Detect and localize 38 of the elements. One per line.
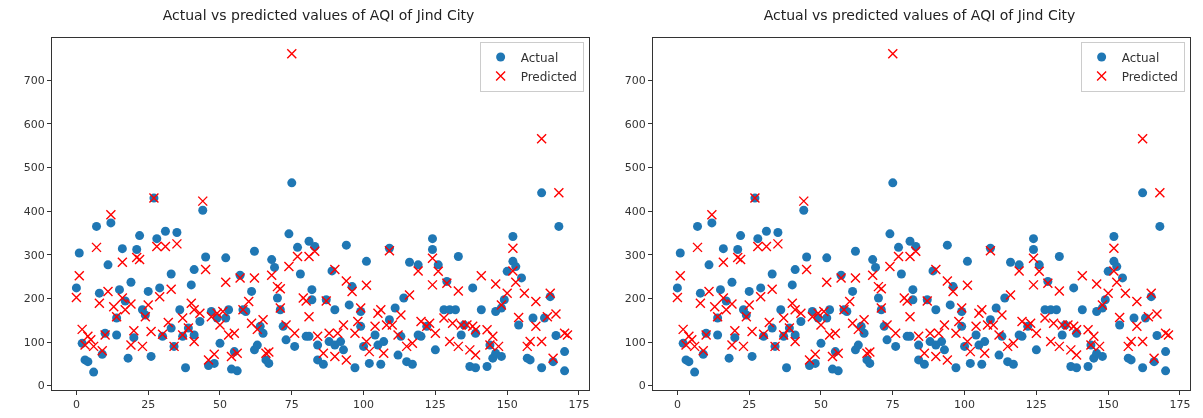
y-tick-label: 600 [23, 117, 45, 131]
y-tick-label: 100 [23, 335, 45, 349]
x-tick-label: 75 [284, 398, 299, 412]
y-tick-label: 500 [23, 161, 45, 175]
x-tick-label: 100 [954, 398, 976, 412]
chart-title: Actual vs predicted values of AQI of Jind City [162, 7, 475, 24]
y-tick-label: 600 [624, 117, 646, 131]
x-tick-label: 125 [1025, 398, 1047, 412]
y-tick-label: 700 [624, 74, 646, 88]
y-tick-label: 500 [624, 161, 646, 175]
x-tick-label: 100 [353, 398, 375, 412]
y-tick-label: 100 [624, 335, 646, 349]
x-tick-label: 75 [885, 398, 900, 412]
x-tick-label: 0 [72, 398, 80, 412]
x-tick-label: 150 [1097, 398, 1119, 412]
y-tick-label: 0 [37, 379, 45, 393]
x-tick-label: 175 [568, 398, 590, 412]
y-tick-label: 200 [23, 292, 45, 306]
x-tick-label: 50 [212, 398, 227, 412]
chart-title: Actual vs predicted values of AQI of Jind City [763, 7, 1076, 24]
legend-label: Predicted [1121, 69, 1178, 84]
y-tick-label: 0 [638, 379, 646, 393]
legend-label: Actual [1121, 50, 1160, 65]
legend-label: Actual [520, 50, 559, 65]
x-tick-label: 175 [1169, 398, 1191, 412]
x-tick-label: 25 [141, 398, 156, 412]
x-tick-label: 150 [496, 398, 518, 412]
y-tick-label: 200 [624, 292, 646, 306]
y-tick-label: 700 [23, 74, 45, 88]
x-tick-label: 125 [424, 398, 446, 412]
y-tick-label: 300 [23, 248, 45, 262]
x-tick-label: 0 [673, 398, 681, 412]
y-tick-label: 400 [624, 205, 646, 219]
x-tick-label: 25 [742, 398, 757, 412]
y-tick-label: 300 [624, 248, 646, 262]
y-tick-label: 400 [23, 205, 45, 219]
legend-label: Predicted [520, 69, 577, 84]
x-tick-label: 50 [813, 398, 828, 412]
